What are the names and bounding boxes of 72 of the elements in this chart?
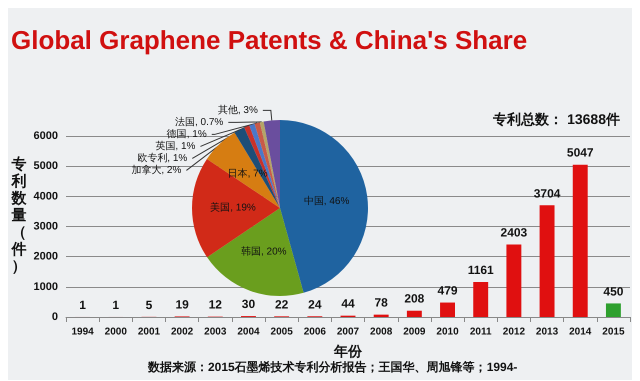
- slice-label: 其他: [218, 104, 238, 116]
- x-tick-label: 2007: [336, 326, 360, 338]
- data-label: , 1%: [186, 128, 207, 140]
- data-label: , 0.7%: [194, 116, 224, 128]
- text: 专利总数： 13688件: [492, 111, 620, 127]
- data-label: 450: [603, 284, 624, 298]
- data-label: 208: [404, 292, 425, 306]
- data-label: 2403: [500, 226, 528, 240]
- slice-label: 韩国: [240, 246, 261, 258]
- data-label: 24: [308, 297, 322, 312]
- x-tick-label: 2013: [536, 326, 559, 338]
- x-tick-label: 2012: [502, 326, 526, 338]
- data-label: 5047: [566, 146, 594, 160]
- bar: [572, 164, 588, 317]
- x-tick-label: 2000: [104, 326, 128, 338]
- x-tick-label: 2004: [237, 326, 260, 338]
- y-tick-label: 1000: [34, 280, 58, 293]
- data-label: , 1%: [167, 152, 188, 164]
- data-label: 1: [112, 298, 120, 312]
- x-tick-label: 2010: [436, 326, 460, 338]
- data-label: 12: [208, 298, 222, 312]
- data-label: , 20%: [260, 246, 287, 258]
- bar: [540, 205, 555, 317]
- data-label: 22: [274, 297, 289, 312]
- data-label: , 1%: [175, 140, 196, 152]
- slice-label: 英国: [155, 140, 176, 152]
- y-tick-label: 0: [52, 311, 58, 323]
- x-tick-label: 2001: [138, 326, 160, 338]
- data-label: 1: [79, 298, 86, 312]
- slice-label: 欧专利: [137, 152, 168, 164]
- source-note: 数据来源：2015石墨烯技术专利分析报告；王国华、周旭锋等；1994-: [147, 360, 518, 374]
- data-label: , 3%: [238, 104, 258, 116]
- slice-label: 德国: [166, 128, 187, 140]
- slice-label: 美国: [210, 202, 230, 214]
- data-label: 479: [438, 284, 458, 298]
- x-tick-label: 2011: [470, 326, 492, 338]
- data-label: 78: [374, 296, 388, 310]
- data-label: 44: [341, 296, 355, 311]
- bar: [506, 244, 522, 317]
- x-tick-label: 2005: [270, 326, 294, 338]
- bar: [440, 302, 455, 317]
- x-tick-label: 2009: [403, 326, 426, 338]
- chart-title: Global Graphene Patents & China's Share: [11, 25, 528, 55]
- data-label: 1161: [468, 262, 494, 277]
- data-label: , 2%: [161, 164, 182, 176]
- data-label: 3704: [534, 186, 561, 200]
- bar: [406, 310, 422, 317]
- x-tick-label: 2015: [602, 326, 625, 338]
- y-tick-label: 3000: [34, 220, 58, 232]
- bar: [473, 282, 488, 317]
- bar: [606, 303, 621, 317]
- y-tick-label: 4000: [34, 190, 58, 202]
- x-axis-title: 年份: [333, 343, 363, 359]
- x-tick-label: 2014: [569, 326, 592, 338]
- data-label: 19: [175, 297, 190, 312]
- slice-label: 日本: [228, 167, 248, 180]
- x-tick-label: 2002: [170, 326, 194, 338]
- x-tick-label: 2006: [304, 326, 326, 338]
- y-tick-label: 2000: [34, 250, 58, 263]
- slice-label: 中国: [304, 195, 324, 208]
- data-label: , 19%: [230, 202, 256, 214]
- y-tick-label: 5000: [34, 160, 58, 172]
- y-tick-label: 6000: [34, 130, 58, 142]
- data-label: 5: [146, 298, 153, 312]
- slice-label: 加拿大: [131, 164, 162, 176]
- x-tick-label: 2008: [370, 326, 393, 338]
- x-tick-label: 2003: [204, 326, 227, 338]
- x-tick-label: 1994: [71, 326, 94, 338]
- data-label: , 46%: [324, 196, 350, 208]
- y-axis-title: 专利数量（件）: [10, 156, 28, 275]
- slice-label: 法国: [174, 116, 195, 128]
- data-label: 30: [242, 297, 256, 312]
